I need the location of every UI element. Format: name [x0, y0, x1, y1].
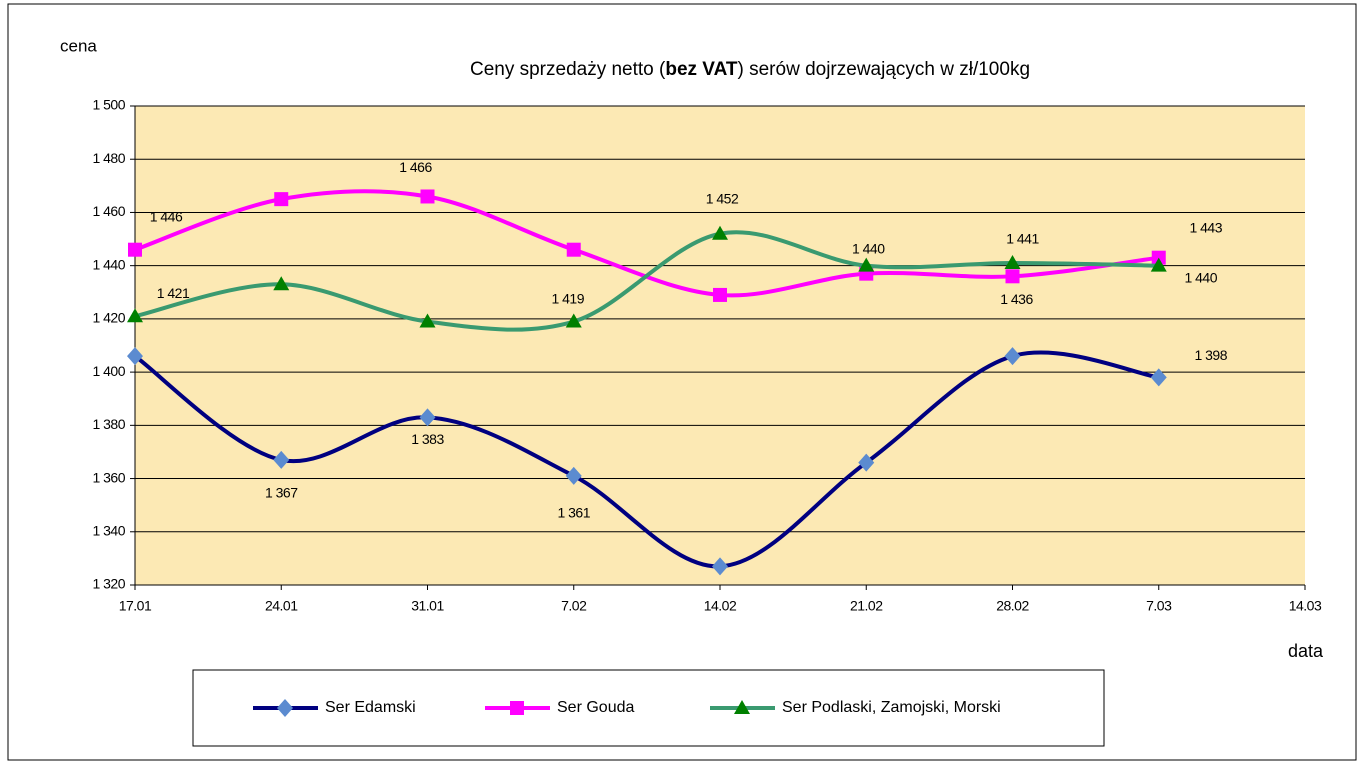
data-label: 1 361: [557, 505, 590, 521]
marker: [565, 313, 582, 328]
x-tick-label: 24.01: [265, 598, 298, 614]
y-tick-label: 1 440: [92, 256, 125, 272]
marker: [420, 189, 435, 204]
marker: [858, 453, 875, 472]
title-part: bez VAT: [665, 59, 738, 80]
data-label: 1 440: [852, 240, 885, 256]
x-tick-label: 17.01: [119, 598, 152, 614]
legend-label: Ser Podlaski, Zamojski, Morski: [782, 699, 1001, 716]
data-label: 1 452: [706, 190, 739, 206]
data-label: 1 441: [1006, 231, 1039, 247]
legend-label: Ser Gouda: [557, 699, 634, 716]
marker: [858, 257, 875, 272]
marker: [274, 192, 289, 207]
marker: [712, 225, 728, 240]
chart-title: Ceny sprzedaży netto (bez VAT) serów doj…: [470, 59, 1030, 80]
x-tick-label: 28.02: [996, 598, 1029, 614]
marker: [713, 287, 727, 302]
x-tick-label: 21.02: [850, 598, 883, 614]
series-line: [133, 350, 1160, 569]
marker: [127, 308, 143, 323]
series-line: [134, 230, 1159, 332]
data-label: 1 443: [1189, 219, 1222, 235]
data-label: 1 398: [1194, 347, 1227, 363]
y-tick-label: 1 420: [92, 310, 125, 326]
data-label: 1 367: [265, 485, 298, 501]
x-tick-label: 7.03: [1146, 598, 1172, 614]
marker: [1150, 257, 1167, 272]
y-axis-label: cena: [60, 36, 97, 55]
marker: [127, 347, 143, 366]
marker: [1004, 255, 1021, 270]
data-label: 1 419: [551, 290, 584, 306]
marker: [566, 242, 581, 257]
marker: [1005, 269, 1020, 284]
marker: [419, 408, 436, 427]
data-label: 1 383: [411, 431, 444, 447]
legend-box: [192, 669, 1105, 747]
plot-area: [135, 106, 1305, 585]
marker: [565, 466, 582, 485]
data-label: 1 446: [150, 208, 183, 224]
title-part: Ceny sprzedaży netto (: [470, 59, 666, 80]
marker: [128, 242, 142, 257]
marker: [419, 313, 436, 328]
y-tick-label: 1 380: [92, 416, 125, 432]
y-tick-label: 1 460: [92, 203, 125, 219]
y-tick-label: 1 320: [92, 576, 125, 592]
x-axis-label: data: [1288, 641, 1324, 661]
x-tick-label: 14.02: [704, 598, 737, 614]
marker: [734, 700, 750, 714]
marker: [1004, 347, 1021, 366]
x-tick-label: 14.03: [1289, 598, 1322, 614]
x-tick-label: 31.01: [411, 598, 444, 614]
marker: [712, 557, 728, 576]
y-tick-label: 1 500: [92, 97, 125, 113]
data-label: 1 421: [157, 285, 190, 301]
y-tick-label: 1 480: [92, 150, 125, 166]
title-part: ) serów dojrzewających w zł/100kg: [738, 59, 1031, 80]
marker: [273, 450, 290, 469]
marker: [510, 701, 524, 715]
data-label: 1 440: [1184, 269, 1217, 285]
y-tick-label: 1 400: [92, 363, 125, 379]
x-tick-label: 7.02: [561, 598, 587, 614]
marker: [1150, 368, 1167, 387]
y-tick-label: 1 340: [92, 522, 125, 538]
data-label: 1 466: [399, 159, 432, 175]
marker: [273, 276, 290, 291]
y-tick-label: 1 360: [92, 469, 125, 485]
data-label: 1 436: [1000, 291, 1033, 307]
legend-label: Ser Edamski: [325, 699, 416, 716]
marker: [277, 699, 293, 717]
